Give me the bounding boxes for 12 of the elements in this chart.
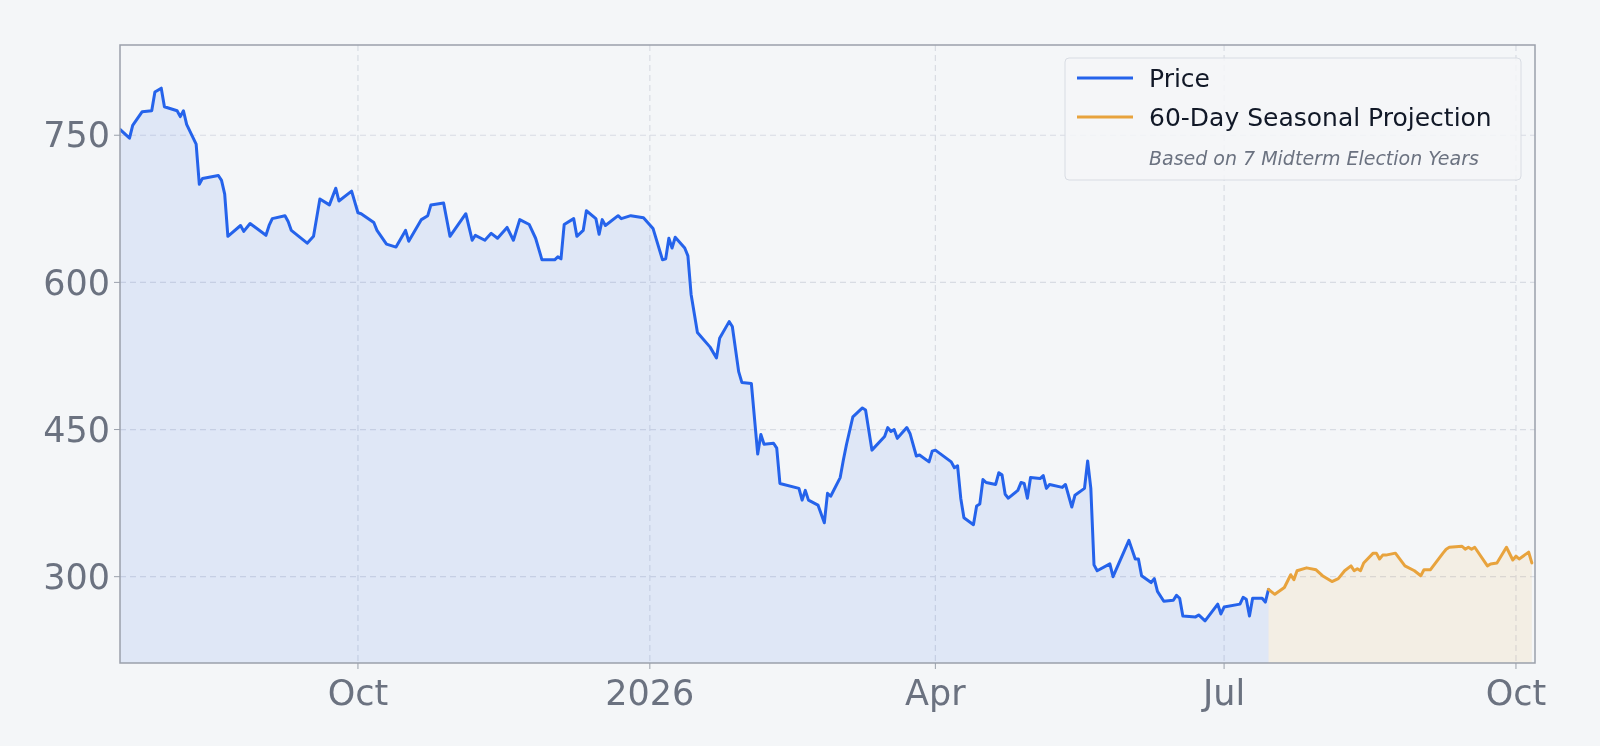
y-tick-label: 300 (43, 556, 110, 597)
y-tick-label: 600 (43, 262, 110, 303)
x-tick-label: Apr (905, 673, 967, 713)
legend-label: Price (1149, 63, 1210, 93)
annotation: Based on 7 Midterm Election Years (1149, 146, 1479, 169)
y-tick-label: 750 (43, 115, 110, 156)
x-tick-label: Oct (1485, 673, 1547, 713)
y-tick-label: 450 (43, 409, 110, 450)
x-tick-label: 2026 (605, 673, 695, 713)
legend-label: 60-Day Seasonal Projection (1149, 102, 1492, 132)
x-tick-label: Jul (1200, 673, 1246, 713)
x-tick-label: Oct (327, 673, 389, 713)
